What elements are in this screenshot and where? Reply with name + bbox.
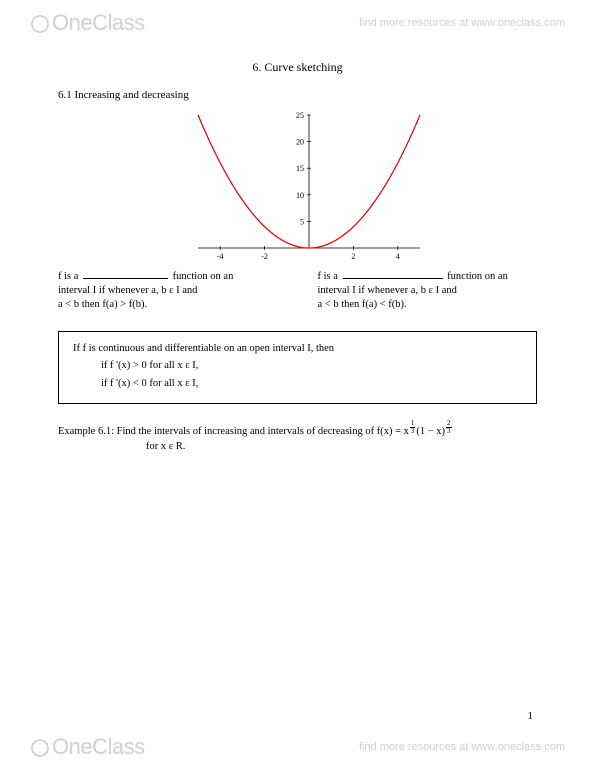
example-text2: for x ε R. xyxy=(146,440,537,455)
logo-circle-icon xyxy=(30,738,50,758)
resource-link-bottom: find more resources at www.oneclass.com xyxy=(359,741,565,753)
svg-text:25: 25 xyxy=(296,111,304,120)
left-line1-prefix: f is a xyxy=(58,271,81,282)
resource-link-top: find more resources at www.oneclass.com xyxy=(359,17,565,29)
svg-text:4: 4 xyxy=(395,252,399,261)
left-line3: a < b then f(a) > f(b). xyxy=(58,299,147,310)
definitions-row: f is a function on an interval I if when… xyxy=(58,270,537,313)
svg-text:2: 2 xyxy=(351,252,355,261)
exponent-1-3: 13 xyxy=(410,420,416,435)
logo-top: OneClass xyxy=(30,10,145,36)
example-text1: Find the intervals of increasing and int… xyxy=(117,426,409,437)
increasing-def: f is a function on an interval I if when… xyxy=(318,270,538,313)
decreasing-def: f is a function on an interval I if when… xyxy=(58,270,278,313)
theorem-line3: if f '(x) < 0 for all x ε I, xyxy=(101,375,522,393)
section-title: 6.1 Increasing and decreasing xyxy=(58,89,537,101)
example-6-1: Example 6.1: Find the intervals of incre… xyxy=(58,424,537,454)
theorem-line1: If f is continuous and differentiable on… xyxy=(73,340,522,358)
right-line3: a < b then f(a) < f(b). xyxy=(318,299,407,310)
exponent-2-3: 23 xyxy=(446,420,452,435)
logo-text-one: One xyxy=(52,734,92,759)
example-mid: (1 − x) xyxy=(416,426,445,437)
logo-circle-icon xyxy=(30,14,50,34)
svg-text:-2: -2 xyxy=(261,252,268,261)
chapter-title: 6. Curve sketching xyxy=(58,60,537,75)
footer-watermark: OneClass find more resources at www.onec… xyxy=(30,734,565,760)
svg-text:-4: -4 xyxy=(216,252,223,261)
chart-svg: -4 -2 2 4 5 10 15 20 25 xyxy=(168,109,428,264)
blank-left xyxy=(83,278,168,279)
theorem-box: If f is continuous and differentiable on… xyxy=(58,331,537,405)
theorem-line2: if f '(x) > 0 for all x ε I, xyxy=(101,357,522,375)
logo-text-one: One xyxy=(52,10,92,35)
page-number: 1 xyxy=(528,710,534,722)
page-content: 6. Curve sketching 6.1 Increasing and de… xyxy=(58,60,537,454)
right-line2: interval I if whenever a, b ε I and xyxy=(318,285,457,296)
logo-bottom: OneClass xyxy=(30,734,145,760)
right-line1-prefix: f is a xyxy=(318,271,341,282)
logo-text-class: Class xyxy=(92,734,145,759)
left-line1-suffix: function on an xyxy=(170,271,233,282)
left-line2: interval I if whenever a, b ε I and xyxy=(58,285,197,296)
svg-text:10: 10 xyxy=(296,191,304,200)
logo-text-class: Class xyxy=(92,10,145,35)
blank-right xyxy=(343,278,443,279)
example-label: Example 6.1: xyxy=(58,426,117,437)
header-watermark: OneClass find more resources at www.onec… xyxy=(30,10,565,36)
right-line1-suffix: function on an xyxy=(445,271,508,282)
parabola-chart: -4 -2 2 4 5 10 15 20 25 xyxy=(58,109,537,264)
svg-text:15: 15 xyxy=(296,164,304,173)
svg-text:5: 5 xyxy=(300,217,304,226)
svg-text:20: 20 xyxy=(296,138,304,147)
